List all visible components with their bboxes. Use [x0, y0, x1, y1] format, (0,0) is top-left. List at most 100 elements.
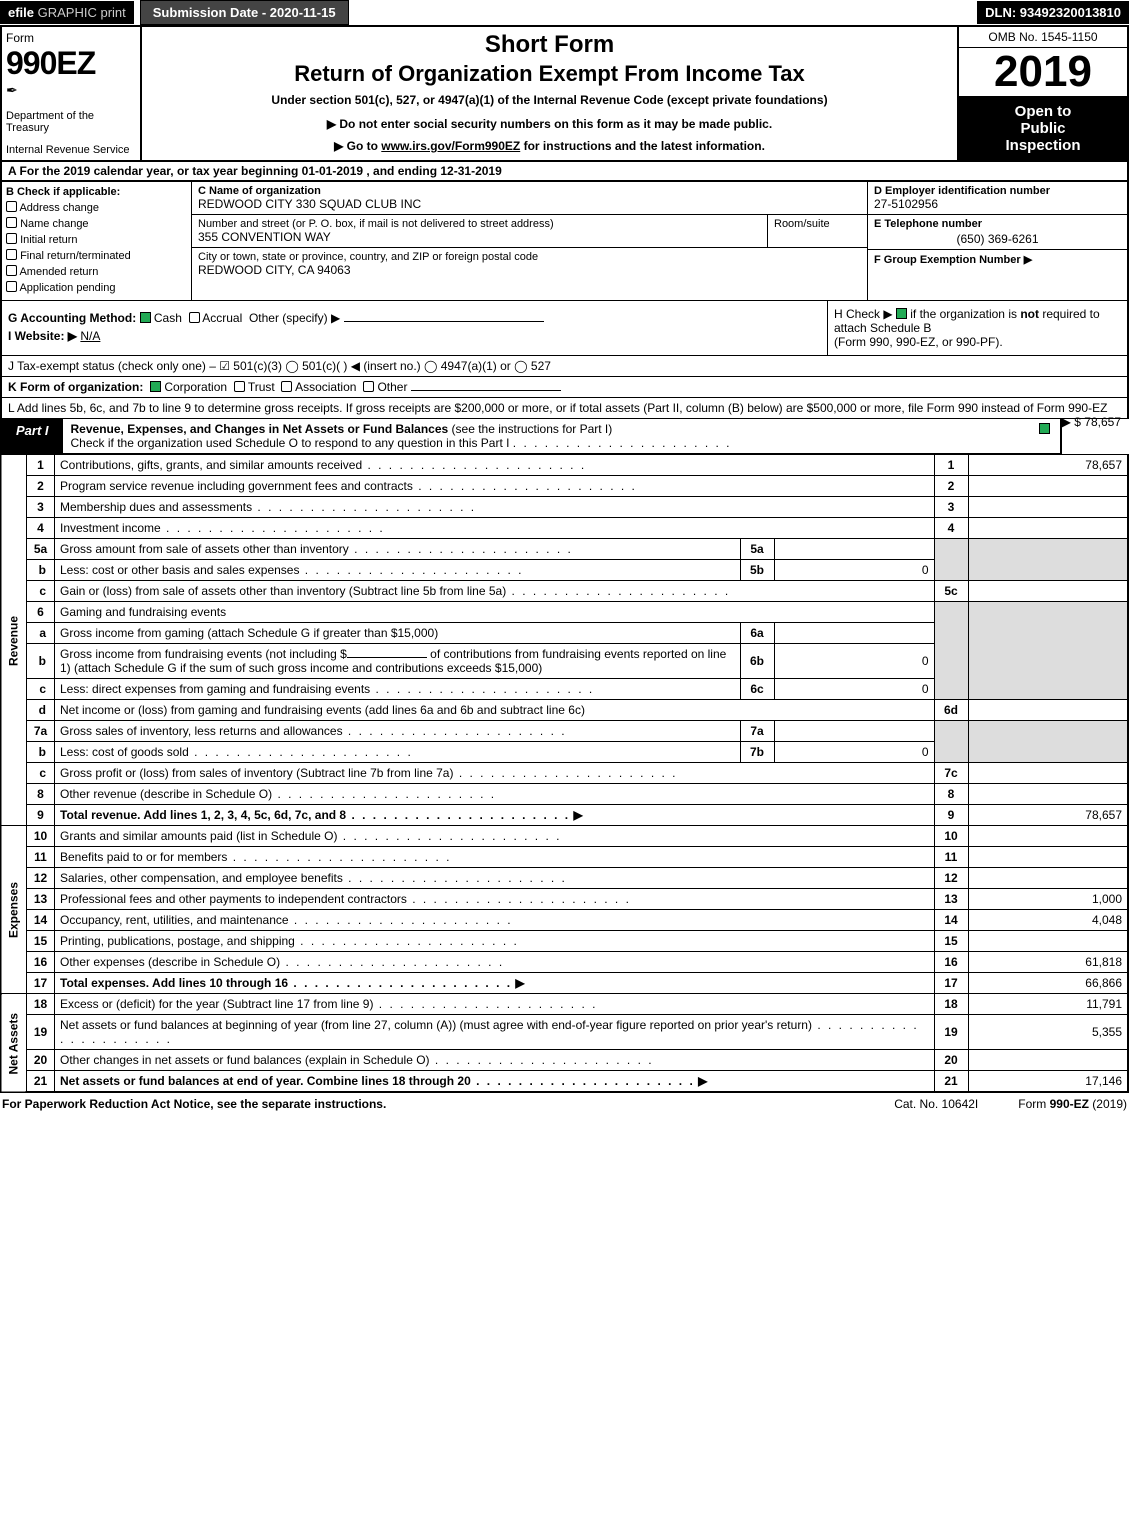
efile-label-rest: GRAPHIC print [34, 5, 126, 20]
goto-link[interactable]: www.irs.gov/Form990EZ [381, 139, 520, 153]
c-room-label: Room/suite [767, 215, 867, 247]
l4-numcol: 4 [934, 518, 968, 539]
col-def: D Employer identification number 27-5102… [867, 182, 1127, 300]
k-assoc: Association [295, 380, 356, 394]
l12-desc: Salaries, other compensation, and employ… [60, 871, 343, 885]
l9-numcol: 9 [934, 805, 968, 826]
l4-desc: Investment income [60, 521, 161, 535]
l21-desc: Net assets or fund balances at end of ye… [60, 1074, 471, 1088]
cb-initial-return-label: Initial return [20, 234, 77, 246]
l2-numcol: 2 [934, 476, 968, 497]
line-11: 11 Benefits paid to or for members 11 [1, 847, 1128, 868]
footer-mid: Cat. No. 10642I [894, 1097, 978, 1111]
l6a-num: a [27, 623, 55, 644]
l2-desc: Program service revenue including govern… [60, 479, 413, 493]
e-tel-value: (650) 369-6261 [874, 232, 1121, 246]
page-footer: For Paperwork Reduction Act Notice, see … [0, 1093, 1129, 1115]
l6a-sn: 6a [740, 623, 774, 644]
col-b-header: B Check if applicable: [6, 186, 187, 198]
cb-trust[interactable] [234, 381, 245, 392]
footer-right-post: (2019) [1089, 1097, 1127, 1111]
irs-eagle-icon: ✒ [6, 82, 136, 99]
col-gi: G Accounting Method: Cash Accrual Other … [2, 301, 827, 355]
l16-val: 61,818 [968, 952, 1128, 973]
line-2: 2 Program service revenue including gove… [1, 476, 1128, 497]
l20-val [968, 1050, 1128, 1071]
cb-application-pending[interactable] [6, 281, 17, 292]
l2-val [968, 476, 1128, 497]
l5a-desc: Gross amount from sale of assets other t… [60, 542, 349, 556]
l6abc-shade-val [968, 602, 1128, 700]
h-text4: (Form 990, 990-EZ, or 990-PF). [834, 335, 1003, 349]
l6b-sn: 6b [740, 644, 774, 679]
k-other-field[interactable] [411, 390, 561, 391]
g-accrual: Accrual [202, 311, 242, 325]
line-5a: 5a Gross amount from sale of assets othe… [1, 539, 1128, 560]
l1-numcol: 1 [934, 455, 968, 476]
l1-num: 1 [27, 455, 55, 476]
cb-initial-return[interactable] [6, 233, 17, 244]
return-title: Return of Organization Exempt From Incom… [150, 61, 949, 87]
col-b-checkboxes: B Check if applicable: Address change Na… [2, 182, 192, 300]
cb-address-change-label: Address change [19, 202, 99, 214]
form-word: Form [6, 31, 136, 45]
l6c-num: c [27, 679, 55, 700]
open-line2: Public [963, 120, 1123, 137]
footer-right-form: 990-EZ [1050, 1097, 1089, 1111]
l11-numcol: 11 [934, 847, 968, 868]
form-number: 990EZ [6, 45, 136, 82]
cb-amended-return[interactable] [6, 265, 17, 276]
l6a-desc: Gross income from gaming (attach Schedul… [60, 626, 438, 640]
l7b-sn: 7b [740, 742, 774, 763]
l14-numcol: 14 [934, 910, 968, 931]
l21-num: 21 [27, 1071, 55, 1093]
cb-cash[interactable] [140, 312, 151, 323]
l7a-desc: Gross sales of inventory, less returns a… [60, 724, 343, 738]
cb-application-pending-label: Application pending [19, 282, 115, 294]
header-left: Form 990EZ ✒ Department of the Treasury … [2, 27, 142, 160]
l6d-desc: Net income or (loss) from gaming and fun… [60, 703, 585, 717]
l7a-num: 7a [27, 721, 55, 742]
efile-print-button[interactable]: efile GRAPHIC print [0, 1, 134, 24]
c-address-row: Number and street (or P. O. box, if mail… [192, 215, 867, 248]
l3-val [968, 497, 1128, 518]
submission-date-button[interactable]: Submission Date - 2020-11-15 [140, 0, 349, 25]
cb-accrual[interactable] [189, 312, 200, 323]
row-gh: G Accounting Method: Cash Accrual Other … [0, 301, 1129, 356]
e-telephone: E Telephone number (650) 369-6261 [868, 215, 1127, 250]
l6d-val [968, 700, 1128, 721]
l21-numcol: 21 [934, 1071, 968, 1093]
cb-name-change[interactable] [6, 217, 17, 228]
line-5c: c Gain or (loss) from sale of assets oth… [1, 581, 1128, 602]
cb-h[interactable] [896, 308, 907, 319]
l10-desc: Grants and similar amounts paid (list in… [60, 829, 337, 843]
l7ab-shade-val [968, 721, 1128, 763]
line-6: 6 Gaming and fundraising events [1, 602, 1128, 623]
l7c-numcol: 7c [934, 763, 968, 784]
cb-final-return[interactable] [6, 249, 17, 260]
l5c-val [968, 581, 1128, 602]
l2-num: 2 [27, 476, 55, 497]
l5a-num: 5a [27, 539, 55, 560]
cb-address-change[interactable] [6, 201, 17, 212]
l18-desc: Excess or (deficit) for the year (Subtra… [60, 997, 373, 1011]
footer-left: For Paperwork Reduction Act Notice, see … [2, 1097, 894, 1111]
line-13: 13 Professional fees and other payments … [1, 889, 1128, 910]
l19-num: 19 [27, 1015, 55, 1050]
footer-right: Form 990-EZ (2019) [1018, 1097, 1127, 1111]
g-other-field[interactable] [344, 321, 544, 322]
open-to-public: Open to Public Inspection [959, 97, 1127, 160]
line-6d: d Net income or (loss) from gaming and f… [1, 700, 1128, 721]
l7a-sv [774, 721, 934, 742]
l7b-sv: 0 [774, 742, 934, 763]
part1-schedule-o-checkbox[interactable] [1039, 423, 1050, 434]
cb-association[interactable] [281, 381, 292, 392]
l7b-num: b [27, 742, 55, 763]
l7c-num: c [27, 763, 55, 784]
cb-other-org[interactable] [363, 381, 374, 392]
i-value: N/A [80, 329, 580, 343]
l13-numcol: 13 [934, 889, 968, 910]
cb-corporation[interactable] [150, 381, 161, 392]
side-revenue: Revenue [1, 455, 27, 826]
l8-num: 8 [27, 784, 55, 805]
